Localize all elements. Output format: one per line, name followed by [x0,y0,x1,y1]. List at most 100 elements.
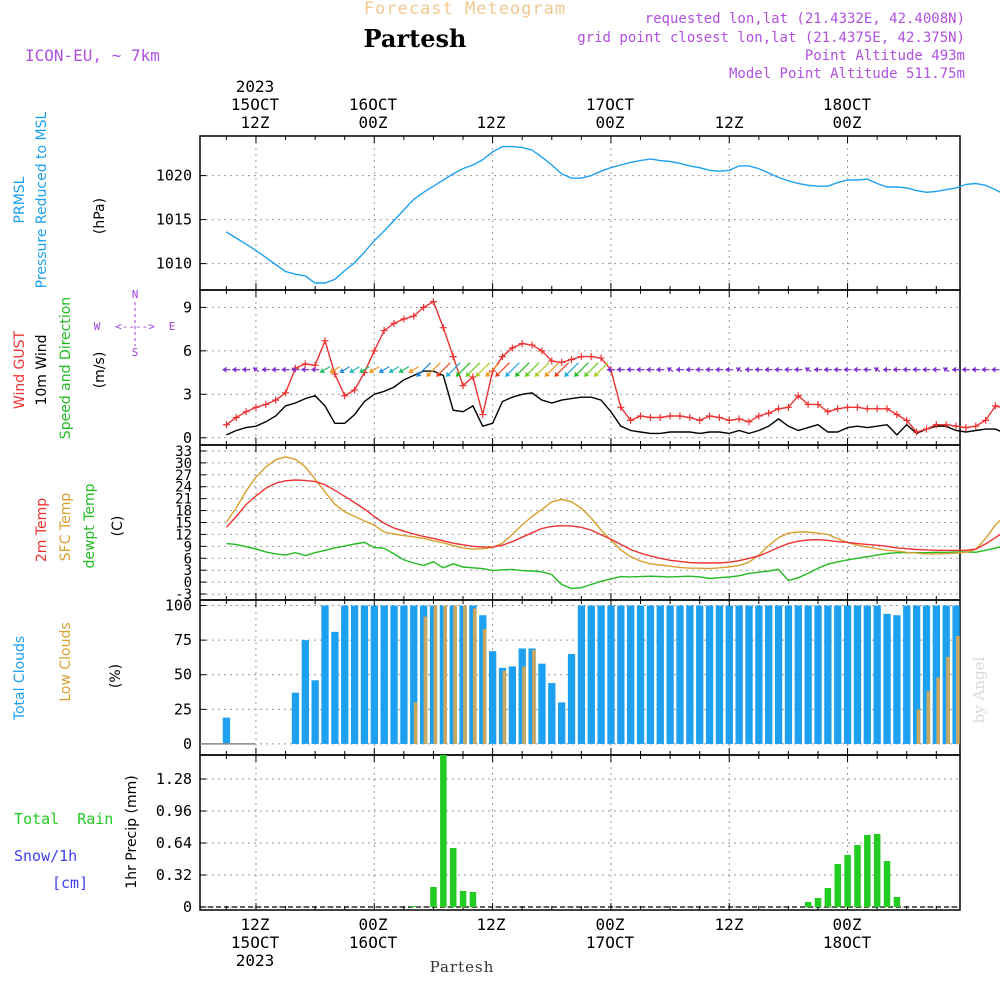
panel-frame [199,754,961,911]
gust-marker [429,298,437,306]
gust-marker [844,403,852,411]
top-tick-hour: 00Z [359,113,388,132]
gust-marker [913,428,921,436]
total-cloud-bar [715,605,724,744]
rain-bar [873,834,881,907]
bottom-tick-date: 17OCT [586,933,635,952]
total-cloud-bar [656,605,664,744]
wind-arrowhead [606,366,611,373]
wind-arrowhead [981,366,986,373]
wind-arrowhead [544,371,550,377]
panel-clouds: 0 25 50 75 100 [165,597,961,756]
total-cloud-bar [291,692,300,744]
low-cloud-bar [413,702,418,744]
top-time-axis: 2023 15OCT 12Z 16OCT 00Z 12Z 17OCT 00Z 1… [231,77,872,132]
total-cloud-bar [725,605,733,744]
total-cloud-bar [903,605,911,744]
wind-arrowhead [744,366,749,373]
total-cloud-bar [558,702,566,744]
y-tick-label: 0 [183,898,192,916]
y-tick-label: 0.32 [156,866,192,884]
wind-arrowhead [764,366,769,373]
gust-marker [932,421,940,429]
y-tick-label: -3 [175,587,192,603]
low-cloud-bar [532,649,536,744]
total-cloud-bar [686,605,694,744]
gust-marker [400,315,408,323]
gust-marker [656,413,664,421]
gust-marker [242,408,250,416]
temp2m-line [225,479,1000,564]
pressure-label-2: Pressure Reduced to MSL [34,111,50,288]
wind-arrowhead [912,366,917,373]
top-tick-5: 18OCT 00Z [823,95,872,132]
gust-marker [715,413,723,421]
wind-arrowhead [952,366,957,373]
wind-arrowhead [874,367,880,373]
low-cloud-bar [956,635,960,744]
gust-marker [341,392,349,400]
rain-bar [814,898,822,907]
rain-bar [864,835,871,907]
wind-arrowhead [252,367,258,373]
y-tick-label: 0.96 [156,802,192,820]
gust-marker [627,416,635,424]
wind-arrowhead [465,371,471,377]
top-tick-1: 16OCT 00Z [349,95,398,132]
dewpt-label: dewpt Temp [82,483,98,568]
side-labels: PRMSL Pressure Reduced to MSL (hPa) Wind… [12,111,175,892]
wind-arrowhead [667,367,673,373]
gust-marker [548,357,556,365]
gust-marker [252,403,260,411]
wind-arrowhead [626,366,631,373]
wind-arrowhead [813,366,818,373]
panels: 1010101510200369-30369121518212427303302… [156,135,1000,916]
gust-marker [528,341,536,349]
wind-10m-label: 10m Wind [34,334,50,405]
total-cloud-bar [873,605,881,744]
top-tick-2: 12Z [477,113,506,132]
total-cloud-bar [804,605,812,744]
wind-arrowhead [922,366,927,373]
total-clouds-label: Total Clouds [12,636,28,721]
bottom-tick-hour: 12Z [715,915,744,934]
y-tick-label: 3 [184,563,192,579]
wind-arrowhead [242,366,247,373]
wind-arrowhead [725,366,730,373]
clouds-unit: (%) [108,664,124,688]
bottom-tick-2: 12Z [477,915,506,934]
total-cloud-bar [765,605,773,744]
total-cloud-bar [646,605,655,744]
top-tick-year: 2023 [236,77,275,96]
total-cloud-bar [222,717,231,744]
total-cloud-bar [696,605,704,744]
rain-bar [410,906,418,907]
wind-10m-line [226,370,1000,436]
bottom-tick-hour: 12Z [241,915,270,934]
model-label: ICON-EU, ~ 7km [25,46,160,65]
total-cloud-bar [666,605,674,744]
y-tick-label: 1020 [156,167,192,185]
gust-marker [804,400,812,408]
gust-marker [567,356,575,364]
total-cloud-bar [863,605,871,744]
total-cloud-bar [794,605,802,744]
panel-frame [199,135,961,291]
wind-arrowhead [774,366,779,373]
y-tick-label: 0 [183,429,192,447]
y-tick-label: 6 [183,342,192,360]
wind-arrowhead [534,371,540,377]
total-cloud-bar [607,605,615,744]
y-tick-label: 12 [175,527,192,543]
wind-arrowhead [616,366,621,373]
gust-marker [834,405,842,413]
gust-marker [272,396,280,404]
wind-arrowhead [594,371,600,377]
total-cloud-bar [508,666,517,744]
y-tick-label: 9 [183,298,192,316]
rain-bar [893,897,901,907]
y-tick-label: 1010 [156,255,192,273]
total-cloud-bar [735,605,743,744]
